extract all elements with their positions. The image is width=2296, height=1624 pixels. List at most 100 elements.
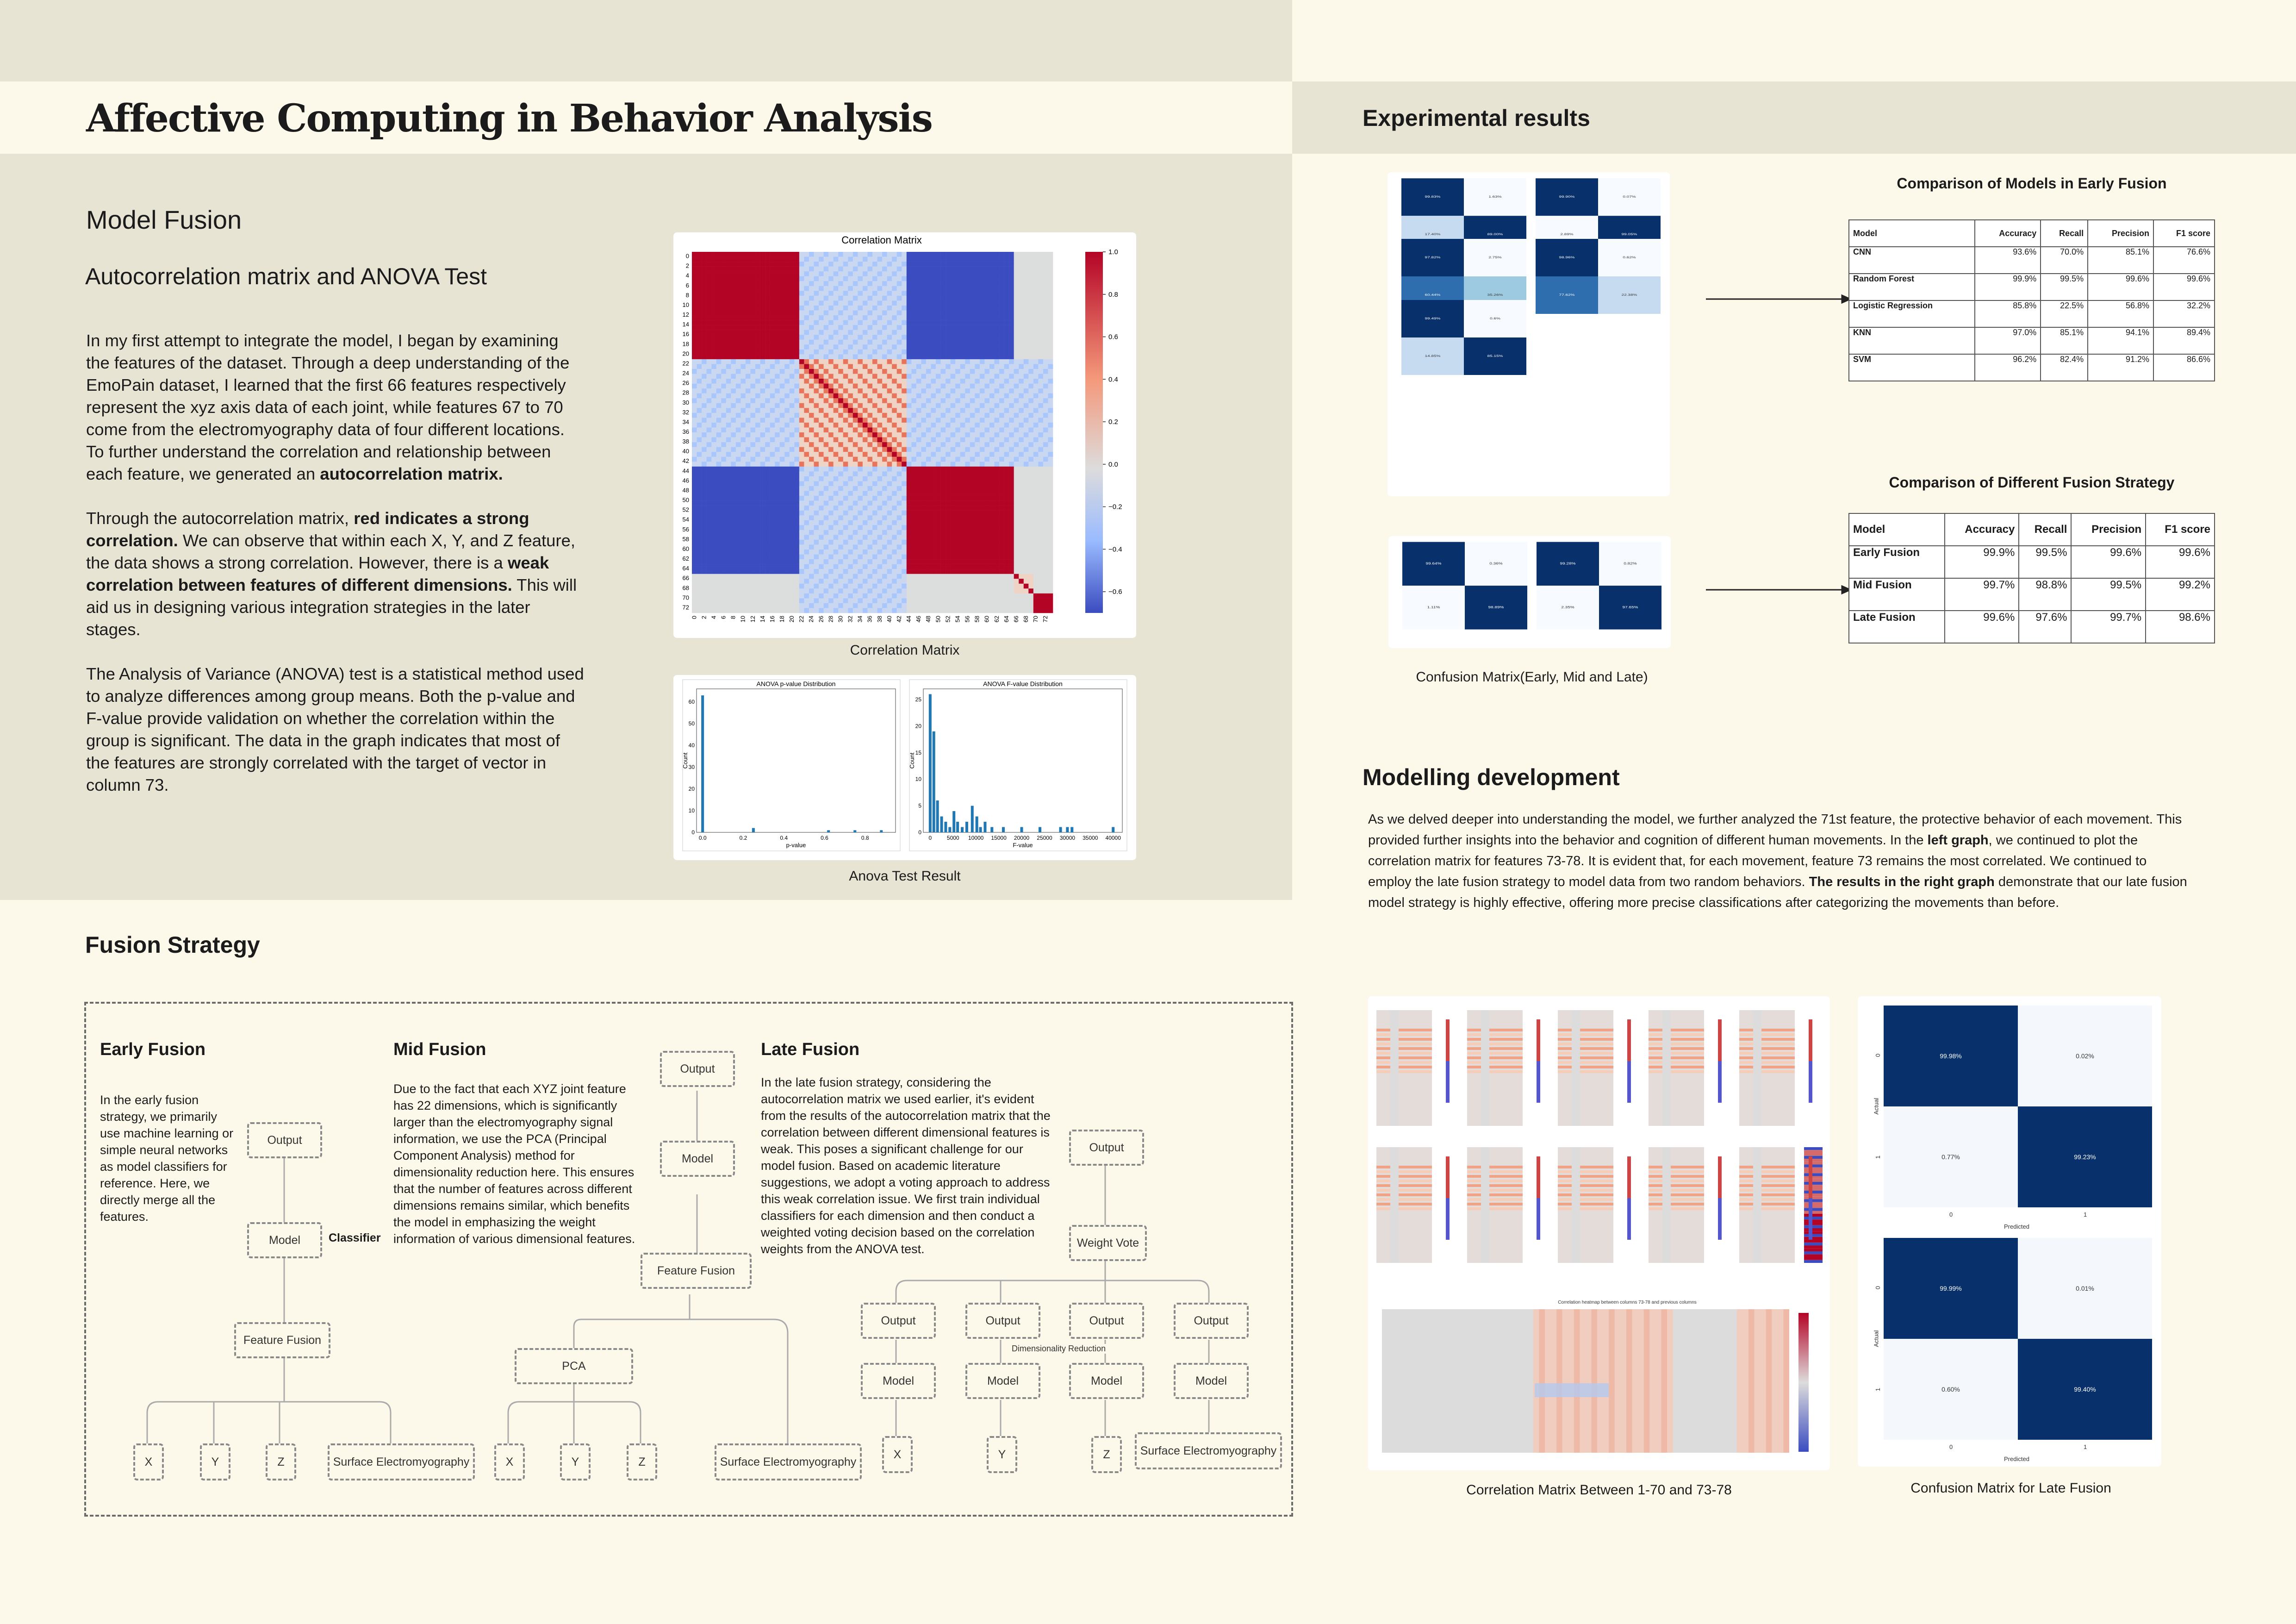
corr-cell (843, 398, 848, 404)
corr-cell (770, 374, 775, 379)
corr-cell (740, 476, 746, 481)
corr-cell (1004, 349, 1009, 355)
corr-cell (887, 476, 892, 481)
corr-cell (784, 359, 790, 364)
corr-cell (711, 359, 716, 364)
corr-cell (975, 476, 980, 481)
corr-cell (989, 403, 995, 408)
corr-cell (833, 315, 839, 320)
corr-cell (984, 335, 990, 340)
corr-cell (765, 291, 770, 296)
corr-cell (779, 271, 785, 276)
corr-cell (955, 320, 961, 325)
corr-cell (852, 305, 858, 311)
corr-cell (1009, 369, 1014, 374)
corr-cell (867, 349, 873, 355)
corr-cell (867, 442, 873, 447)
corr-cell (721, 364, 727, 369)
corr-cell (975, 320, 980, 325)
corr-cell (965, 295, 971, 301)
corr-cell (1043, 310, 1048, 316)
corr-cell (1043, 452, 1048, 457)
corr-cell (946, 286, 951, 291)
corr-cell (755, 344, 760, 350)
corr-cell (867, 335, 873, 340)
corr-cell (823, 466, 829, 472)
corr-cell (902, 437, 907, 443)
corr-cell (1019, 398, 1024, 404)
corr-cell (702, 481, 707, 487)
corr-cell (819, 310, 824, 316)
corr-cell (779, 281, 785, 287)
corr-cell (823, 252, 829, 257)
corr-cell (872, 403, 877, 408)
corr-cell (882, 437, 887, 443)
corr-cell (1009, 295, 1014, 301)
corr-cell (750, 422, 756, 428)
corr-cell (1014, 364, 1019, 369)
corr-cell (765, 354, 770, 360)
corr-cell (970, 412, 975, 418)
corr-cell (862, 383, 868, 389)
corr-cell (965, 256, 971, 262)
corr-cell (726, 398, 731, 404)
corr-cell (726, 276, 731, 281)
corr-cell (1019, 408, 1024, 413)
corr-cell (858, 398, 863, 404)
corr-cell (843, 305, 848, 311)
corr-cell (867, 418, 873, 423)
corr-cell (955, 412, 961, 418)
corr-cell (804, 256, 809, 262)
corr-cell (804, 325, 809, 330)
corr-cell (1043, 466, 1048, 472)
corr-cell (702, 476, 707, 481)
corr-cell (994, 330, 1000, 335)
corr-cell (950, 383, 956, 389)
corr-cell (770, 315, 775, 320)
corr-cell (838, 466, 844, 472)
corr-cell (702, 256, 707, 262)
corr-cell (833, 462, 839, 467)
corr-cell (726, 476, 731, 481)
corr-cell (735, 310, 741, 316)
corr-cell (1004, 476, 1009, 481)
corr-cell (902, 310, 907, 316)
corr-cell (838, 456, 844, 462)
corr-cell (838, 462, 844, 467)
corr-cell (921, 437, 927, 443)
corr-cell (940, 359, 946, 364)
corr-cell (911, 442, 917, 447)
corr-cell (887, 330, 892, 335)
corr-cell (716, 305, 722, 311)
corr-cell (955, 393, 961, 399)
corr-cell (779, 432, 785, 437)
corr-cell (706, 447, 712, 452)
corr-cell (979, 262, 985, 267)
corr-cell (765, 262, 770, 267)
corr-cell (799, 379, 804, 384)
corr-cell (755, 456, 760, 462)
corr-cell (950, 442, 956, 447)
corr-cell (799, 452, 804, 457)
corr-cell (916, 349, 921, 355)
corr-cell (814, 291, 819, 296)
corr-cell (755, 300, 760, 306)
corr-cell (770, 412, 775, 418)
corr-cell (940, 466, 946, 472)
corr-cell (828, 325, 834, 330)
corr-cell (911, 462, 917, 467)
corr-cell (843, 349, 848, 355)
corr-cell (833, 422, 839, 428)
corr-cell (862, 437, 868, 443)
corr-cell (716, 359, 722, 364)
corr-cell (750, 252, 756, 257)
corr-cell (809, 403, 814, 408)
corr-cell (936, 408, 941, 413)
corr-cell (994, 476, 1000, 481)
corr-cell (896, 330, 902, 335)
corr-cell (1038, 427, 1044, 433)
corr-cell (950, 462, 956, 467)
corr-cell (838, 320, 844, 325)
corr-cell (735, 339, 741, 345)
corr-cell (979, 369, 985, 374)
